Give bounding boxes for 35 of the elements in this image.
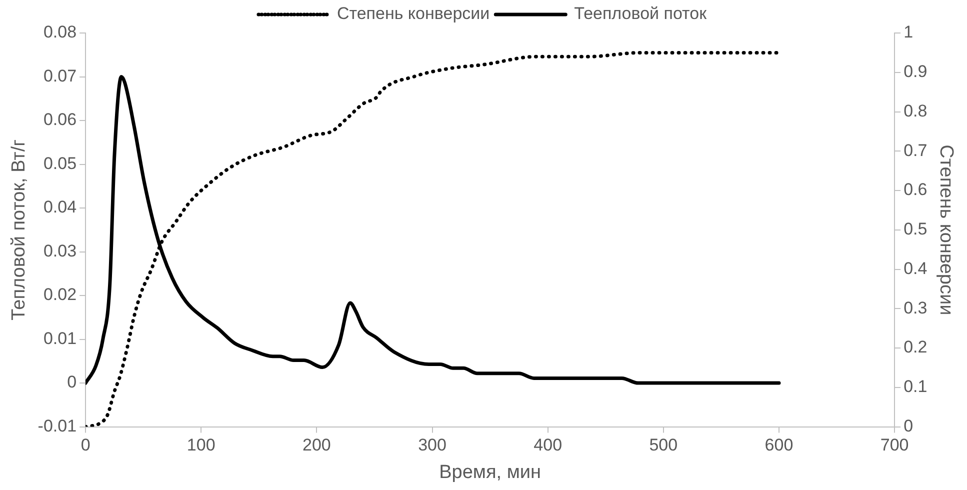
y-tick-label: 0.05: [43, 154, 77, 173]
y2-tick-label: 0.7: [904, 140, 928, 160]
y2-tick-label: 1: [904, 22, 914, 42]
x-axis-title: Время, мин: [439, 462, 542, 483]
x-tick-label: 600: [764, 436, 794, 455]
x-tick-label: 300: [418, 436, 446, 455]
x-tick-label: 400: [534, 436, 562, 455]
y2-tick-label: 0.2: [904, 338, 928, 357]
y2-tick-label: 0: [904, 416, 914, 436]
x-tick-label: 700: [880, 436, 909, 455]
y-tick-label: 0.08: [43, 22, 77, 42]
x-tick-label: 0: [80, 436, 90, 455]
y2-tick-label: 0.6: [904, 180, 928, 200]
y-axis-title: Тепловой поток, Вт/г: [8, 139, 30, 320]
x-tick-label: 100: [186, 436, 216, 455]
line-series: [86, 50, 781, 427]
y2-tick-label: 0.4: [904, 258, 928, 278]
y-tick-label: 0.04: [43, 198, 77, 217]
y-tick-label: 0.06: [43, 110, 77, 130]
x-tick-label: 500: [649, 436, 678, 455]
y2-tick-label: 0.3: [904, 298, 928, 318]
x-tick-label: 200: [302, 436, 331, 455]
y-tick-label: 0.07: [43, 66, 77, 86]
y-tick-label: 0.03: [43, 241, 77, 260]
y2-tick-label: 0.9: [904, 62, 928, 82]
y-tick-label: -0.01: [38, 416, 77, 436]
y-tick-label: 0: [67, 372, 77, 392]
y-tick-label: 0.02: [43, 285, 77, 304]
y2-axis-title: Степень конверсии: [935, 144, 956, 316]
y2-tick-label: 0.8: [904, 101, 928, 120]
y2-tick-label: 0.5: [904, 220, 928, 239]
y2-tick-label: 0.1: [904, 377, 928, 396]
y-tick-label: 0.01: [43, 328, 77, 348]
legend-label: Теепловой поток: [574, 4, 708, 24]
legend-label: Степень конверсии: [336, 4, 490, 24]
